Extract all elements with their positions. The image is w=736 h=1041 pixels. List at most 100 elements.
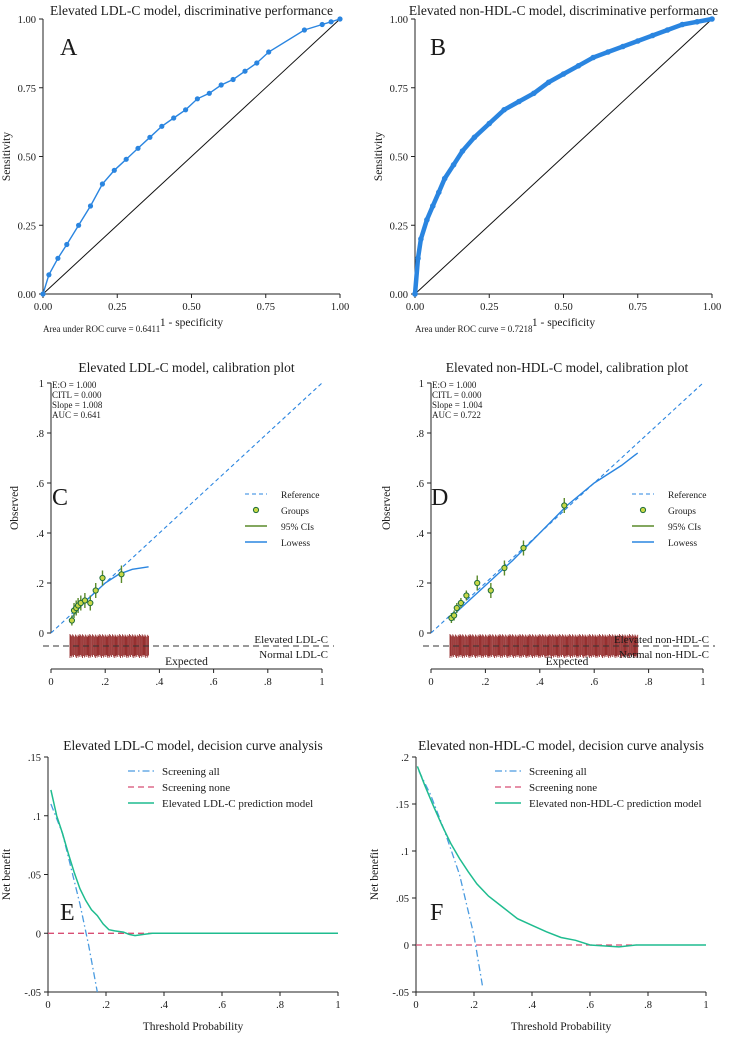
y-tick-label: 0.00: [18, 290, 36, 301]
roc-point: [501, 107, 507, 113]
group-point: [87, 599, 94, 607]
legend-label-ci: 95% CIs: [281, 523, 314, 533]
x-tick-label: 0: [413, 1000, 418, 1011]
x-tick-label: .6: [590, 677, 598, 688]
y-tick-label: .8: [36, 429, 44, 440]
roc-point: [545, 79, 552, 86]
group-point: [457, 599, 464, 607]
roc-point: [424, 217, 430, 223]
legend-label-groups: Groups: [668, 507, 696, 517]
y-tick-label: .1: [401, 847, 409, 858]
x-tick-label: 1: [700, 677, 705, 688]
roc-point: [337, 16, 343, 22]
y-axis-label: Sensitivity: [1, 132, 13, 181]
legend-label-groups: Groups: [281, 507, 309, 517]
panel-letter: E: [60, 900, 75, 926]
y-tick-label: 0: [39, 629, 44, 640]
legend-label-reference: Reference: [281, 490, 320, 501]
x-axis-label: Threshold Probability: [143, 1021, 244, 1033]
roc-point: [620, 43, 626, 50]
y-tick-label: .6: [416, 479, 424, 490]
y-tick-label: .15: [28, 753, 41, 764]
x-axis-label: 1 - specificity: [160, 317, 223, 329]
y-tick-label: 0: [419, 629, 424, 640]
reference-line: [414, 18, 713, 295]
y-tick-label: 0: [404, 941, 409, 952]
y-tick-label: 0.50: [18, 153, 36, 164]
roc-point: [301, 27, 307, 33]
x-tick-label: .4: [155, 677, 164, 688]
roc-point: [171, 115, 177, 121]
x-tick-label: 1.00: [703, 302, 721, 313]
rug-label-positive: Elevated non-HDL-C: [614, 634, 709, 646]
model-net-benefit-line: [416, 766, 706, 948]
roc-point: [206, 90, 212, 96]
y-tick-label: 0.50: [390, 153, 408, 164]
roc-point: [560, 71, 567, 77]
rug-label-negative: Normal LDL-C: [259, 649, 328, 661]
y-tick-label: 0.75: [18, 84, 36, 95]
calibration-stat: AUC = 0.641: [52, 410, 101, 420]
roc-point: [319, 21, 325, 28]
y-tick-label: 1: [39, 379, 44, 390]
x-tick-label: 0: [428, 677, 433, 688]
x-tick-label: 1: [319, 677, 324, 688]
panel-letter: B: [430, 35, 446, 61]
lowess-line: [449, 452, 639, 619]
x-tick-label: 1: [335, 1000, 340, 1011]
roc-point: [516, 98, 522, 105]
y-tick-label: 0.25: [18, 221, 36, 232]
y-tick-label: .6: [36, 479, 44, 490]
y-axis-label: Net benefit: [369, 848, 381, 900]
group-point: [68, 617, 76, 624]
legend-label-screening-none: Screening none: [162, 782, 230, 794]
y-tick-label: .2: [36, 579, 44, 590]
y-tick-label: .4: [416, 529, 425, 540]
auc-footnote: Area under ROC curve = 0.7218: [415, 324, 533, 334]
group-point: [118, 571, 125, 578]
x-tick-label: .2: [102, 1000, 110, 1011]
roc-point: [486, 120, 493, 127]
group-point: [453, 604, 460, 612]
chart-title: Elevated non-HDL-C model, calibration pl…: [446, 360, 689, 375]
legend-label-reference: Reference: [668, 490, 707, 501]
roc-point: [55, 255, 61, 261]
roc-point: [266, 49, 272, 55]
group-point: [501, 564, 508, 572]
x-tick-label: 1: [703, 1000, 708, 1011]
y-tick-label: .4: [36, 529, 45, 540]
roc-point: [590, 54, 596, 61]
screening-all-line: [418, 770, 484, 988]
y-axis-label: Net benefit: [1, 848, 13, 900]
legend-label-screening-all: Screening all: [529, 766, 587, 778]
x-tick-label: .8: [644, 1000, 652, 1011]
reference-line: [42, 18, 341, 295]
panel-e: Elevated LDL-C model, decision curve ana…: [1, 738, 341, 1033]
roc-point: [635, 38, 641, 44]
x-tick-label: 0.25: [108, 302, 126, 313]
legend-label-screening-all: Screening all: [162, 766, 220, 778]
roc-point: [123, 156, 129, 162]
roc-point: [441, 175, 448, 182]
y-tick-label: 0.25: [390, 221, 408, 232]
panel-a: Elevated LDL-C model, discriminative per…: [1, 3, 349, 334]
roc-point: [46, 272, 52, 278]
roc-point: [111, 167, 117, 173]
rug-label-positive: Elevated LDL-C: [254, 634, 328, 646]
x-tick-label: .8: [276, 1000, 284, 1011]
roc-point: [436, 189, 442, 196]
roc-point: [218, 82, 224, 88]
roc-point: [64, 241, 70, 248]
legend-label-model: Elevated LDL-C prediction model: [162, 798, 313, 810]
x-tick-label: 0.50: [182, 302, 200, 313]
roc-point: [531, 90, 537, 97]
roc-point: [471, 134, 478, 141]
legend-swatch-groups: [252, 506, 260, 514]
panel-f: Elevated non-HDL-C model, decision curve…: [369, 738, 709, 1033]
chart-title: Elevated LDL-C model, calibration plot: [78, 360, 295, 375]
roc-point: [242, 68, 248, 74]
calibration-stat: Slope = 1.004: [432, 400, 483, 410]
x-axis-label: 1 - specificity: [532, 317, 595, 329]
x-tick-label: .6: [210, 677, 218, 688]
group-point: [92, 587, 99, 594]
